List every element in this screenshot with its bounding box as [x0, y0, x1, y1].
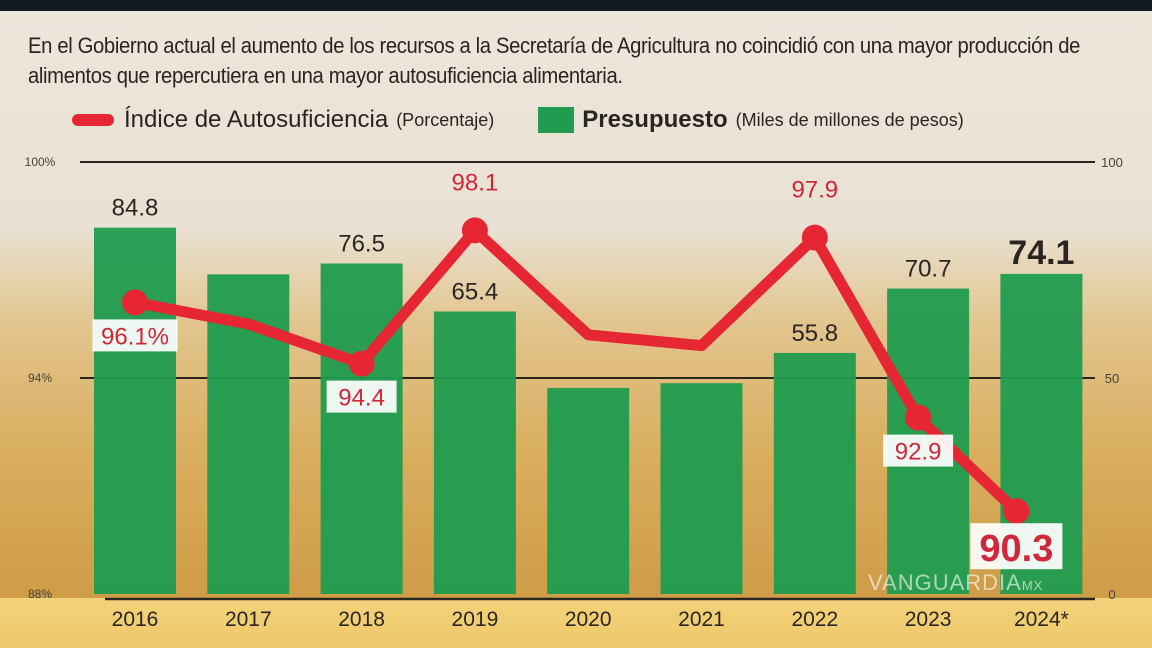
line-value-label: 90.3	[979, 528, 1053, 570]
x-tick-label: 2020	[565, 608, 612, 631]
bar-value-label: 76.5	[338, 231, 385, 258]
line-label-box	[92, 319, 178, 352]
left-tick-label: 94%	[28, 371, 52, 385]
x-tick-label: 2021	[678, 608, 725, 631]
legend-bar-label: Presupuesto	[582, 106, 728, 133]
bar	[320, 263, 403, 594]
line-label-box	[883, 434, 954, 467]
bar	[547, 387, 630, 594]
line-point	[122, 289, 148, 316]
line-value-label: 92.9	[895, 439, 942, 466]
line-value-label: 94.4	[338, 385, 385, 412]
bar	[433, 311, 516, 594]
line-value-label: 96.1%	[101, 323, 169, 350]
line-label-box	[326, 380, 397, 413]
bar-value-label: 55.8	[791, 320, 838, 347]
line-point	[1003, 498, 1030, 525]
watermark: VANGUARDIAMX	[868, 571, 1043, 598]
line-point	[905, 404, 932, 431]
bar	[773, 352, 856, 594]
bar-value-label: 65.4	[452, 278, 499, 305]
top-bar	[0, 0, 1152, 11]
bar	[94, 227, 176, 594]
right-tick-label: 100	[1101, 155, 1123, 170]
x-tick-label: 2022	[791, 608, 838, 631]
bar	[660, 383, 743, 594]
legend-line-unit: (Porcentaje)	[396, 109, 495, 130]
x-tick-label: 2017	[225, 608, 272, 631]
left-tick-label: 100%	[25, 155, 56, 169]
legend: Índice de Autosuficiencia (Porcentaje) P…	[72, 106, 964, 134]
line-series	[133, 224, 1021, 516]
bar-value-label: 74.1	[1008, 234, 1074, 272]
legend-line-swatch	[72, 114, 114, 126]
right-tick-label: 0	[1108, 587, 1115, 602]
x-tick-label: 2019	[452, 608, 499, 631]
line-point	[348, 350, 375, 377]
subtitle: En el Gobierno actual el aumento de los …	[28, 33, 1081, 88]
legend-bar-swatch	[538, 107, 575, 133]
watermark-suffix: MX	[1021, 578, 1044, 593]
legend-bar-unit: (Miles de millones de pesos)	[735, 109, 964, 130]
x-tick-label: 2024*	[1014, 608, 1069, 631]
x-tick-label: 2016	[112, 608, 159, 631]
line-value-label: 98.1	[452, 169, 499, 196]
left-tick-label: 88%	[28, 587, 52, 601]
watermark-text: VANGUARDIA	[868, 570, 1022, 595]
legend-line-label: Índice de Autosuficiencia	[124, 106, 389, 133]
x-tick-label: 2023	[905, 608, 952, 631]
x-axis-band	[0, 598, 1152, 648]
line-point	[461, 217, 488, 244]
right-tick-label: 50	[1105, 371, 1119, 386]
line-label-box	[970, 523, 1063, 570]
line-value-label: 97.9	[791, 177, 838, 204]
x-tick-label: 2018	[338, 608, 385, 631]
bar-value-label: 70.7	[905, 256, 952, 283]
bar-value-label: 84.8	[112, 195, 159, 222]
line-point	[801, 224, 828, 251]
